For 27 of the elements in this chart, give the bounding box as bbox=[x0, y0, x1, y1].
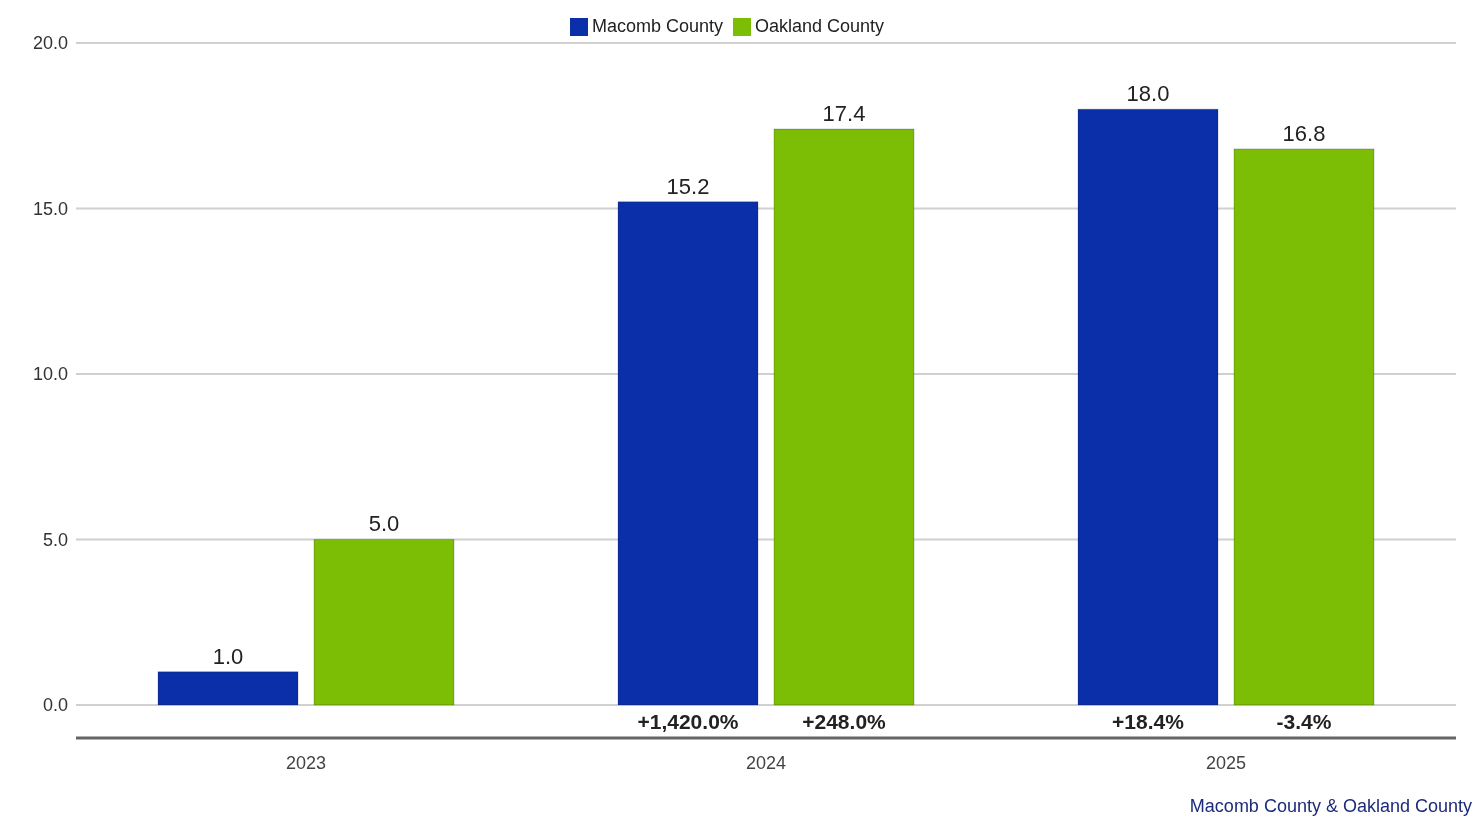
y-tick-label: 5.0 bbox=[42, 529, 68, 550]
x-tick-label: 2023 bbox=[285, 752, 327, 773]
x-tick-label: 2025 bbox=[1205, 752, 1247, 773]
legend-label: Oakland County bbox=[754, 16, 885, 36]
bar bbox=[617, 201, 759, 706]
data-label: 17.4 bbox=[822, 101, 866, 127]
annotation: +248.0% bbox=[802, 710, 887, 734]
bar bbox=[773, 128, 915, 706]
text: Macomb County & Oakland County bbox=[1189, 796, 1472, 817]
bar bbox=[1077, 108, 1219, 706]
data-label: 5.0 bbox=[368, 511, 400, 537]
data-label: 18.0 bbox=[1126, 81, 1170, 107]
data-label: 15.2 bbox=[666, 173, 710, 199]
bar bbox=[313, 538, 455, 706]
y-tick-label: 20.0 bbox=[32, 33, 68, 54]
annotation: +18.4% bbox=[1112, 710, 1185, 734]
bar bbox=[157, 671, 299, 706]
data-label: 1.0 bbox=[212, 643, 244, 669]
annotation: -3.4% bbox=[1276, 710, 1332, 734]
annotation: +1,420.0% bbox=[637, 710, 739, 734]
legend-label: Macomb County bbox=[591, 16, 723, 36]
data-label: 16.8 bbox=[1282, 120, 1326, 146]
bar bbox=[1233, 148, 1375, 706]
y-tick-label: 15.0 bbox=[32, 198, 68, 219]
y-tick-label: 0.0 bbox=[42, 695, 68, 716]
x-tick-label: 2024 bbox=[745, 752, 787, 773]
y-tick-label: 10.0 bbox=[32, 364, 68, 385]
